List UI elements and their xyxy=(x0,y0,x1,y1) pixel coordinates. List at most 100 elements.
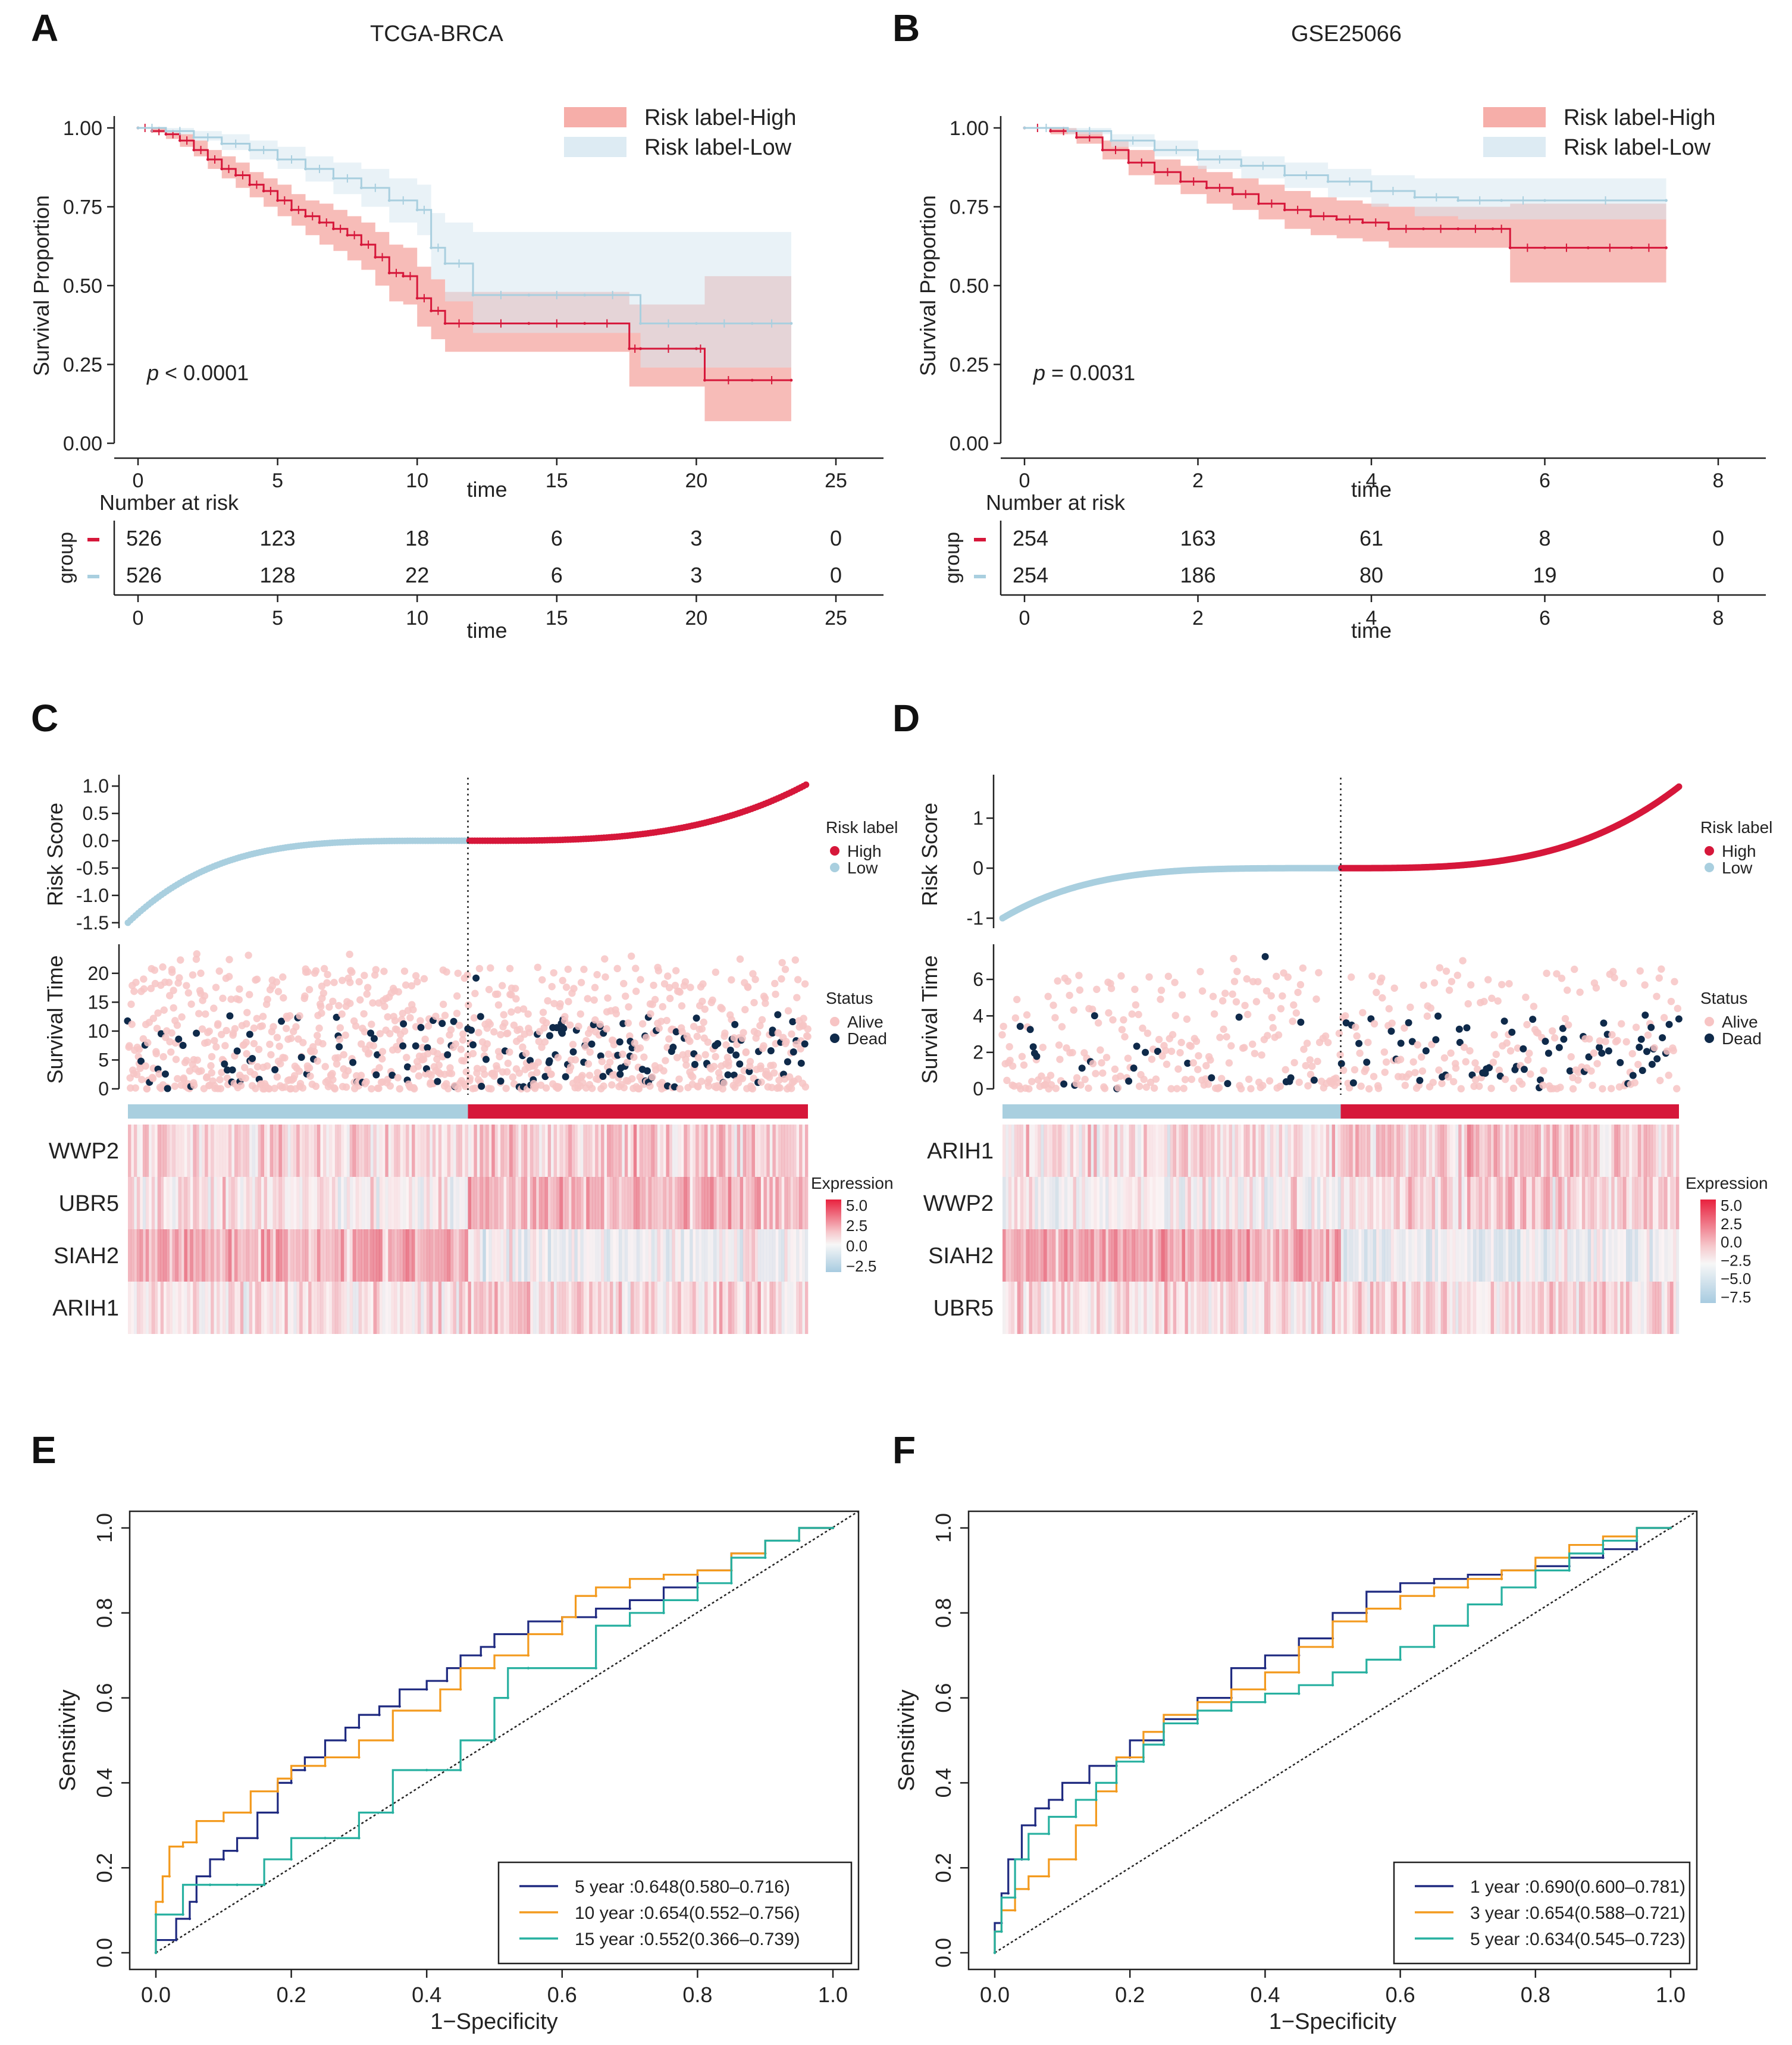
heatmap-cell xyxy=(604,1229,607,1282)
heatmap-cell xyxy=(675,1177,678,1229)
heatmap-cell xyxy=(660,1229,663,1282)
heatmap-cell xyxy=(527,1229,531,1282)
heatmap-cell xyxy=(728,1125,732,1177)
heatmap-cell xyxy=(468,1125,471,1177)
heatmap-cell xyxy=(311,1229,315,1282)
survival-point-alive xyxy=(135,1045,143,1053)
survival-point-alive xyxy=(452,1040,460,1048)
heatmap-cell xyxy=(1085,1125,1088,1177)
heatmap-cell xyxy=(202,1229,205,1282)
survival-point-dead xyxy=(1566,1067,1574,1075)
heatmap-cell xyxy=(1058,1125,1062,1177)
roc-point-2-0 xyxy=(993,1951,997,1955)
survival-point-alive xyxy=(1146,1078,1155,1086)
survival-point-alive xyxy=(1631,1079,1639,1086)
survival-point-alive xyxy=(1634,1060,1642,1069)
survival-point-alive xyxy=(1567,1053,1575,1061)
survival-point-alive xyxy=(1523,1020,1531,1029)
survival-point-dead xyxy=(1224,1080,1232,1088)
survival-point-dead xyxy=(438,1020,446,1028)
heatmap-cell xyxy=(1358,1229,1361,1282)
heatmap-cell xyxy=(1658,1177,1662,1229)
survival-point-alive xyxy=(212,1043,220,1051)
heatmap-cell xyxy=(1531,1282,1536,1334)
survival-point-alive xyxy=(1543,969,1550,978)
heatmap-cell xyxy=(553,1177,557,1229)
heatmap-cell xyxy=(217,1177,220,1229)
heatmap-cell xyxy=(1446,1229,1450,1282)
heatmap-cell xyxy=(151,1177,155,1229)
heatmap-cell xyxy=(1108,1125,1112,1177)
heatmap-cell xyxy=(1188,1125,1191,1177)
heatmap-cell xyxy=(373,1229,377,1282)
survival-point-alive xyxy=(151,966,159,974)
survival-point-alive xyxy=(274,988,283,995)
heatmap-cell xyxy=(1587,1282,1592,1334)
heatmap-cell xyxy=(1614,1177,1618,1229)
km-point-0-13 xyxy=(1361,221,1364,224)
heatmap-cell xyxy=(1329,1125,1333,1177)
heatmap-cell xyxy=(1017,1125,1021,1177)
survival-point-alive xyxy=(312,967,320,975)
heatmap-cell xyxy=(725,1229,729,1282)
roc-point-0-18 xyxy=(1433,1581,1436,1585)
roc-point-1-13 xyxy=(459,1688,462,1691)
risk-legend-low-marker xyxy=(1705,863,1714,872)
survival-point-alive xyxy=(1276,1082,1284,1090)
km-legend-label-1: Risk label-Low xyxy=(1564,135,1711,160)
roc-point-1-7 xyxy=(276,1790,280,1793)
heatmap-cell xyxy=(211,1177,214,1229)
heatmap-cell xyxy=(577,1282,581,1334)
km-point-1-16 xyxy=(639,322,642,325)
heatmap-cell xyxy=(1011,1177,1015,1229)
heatmap-cell xyxy=(1664,1125,1668,1177)
survival-point-alive xyxy=(519,1043,527,1051)
heatmap-cell xyxy=(1114,1229,1118,1282)
survival-point-alive xyxy=(446,1064,454,1072)
heatmap-cell xyxy=(1461,1125,1465,1177)
heatmap-cell xyxy=(1658,1229,1662,1282)
heatmap-cell xyxy=(1367,1125,1371,1177)
heatmap-row-bg xyxy=(1002,1282,1679,1334)
heatmap-cell xyxy=(1549,1229,1553,1282)
heatmap-cell xyxy=(145,1229,149,1282)
heatmap-cell xyxy=(1340,1125,1344,1177)
heatmap-cell xyxy=(1640,1177,1644,1229)
heatmap-cell xyxy=(1426,1125,1430,1177)
survival-point-alive xyxy=(1145,973,1153,981)
km-ci-band-0 xyxy=(138,128,791,421)
risk-table-cell: 22 xyxy=(405,563,429,587)
heatmap-cell xyxy=(1170,1177,1174,1229)
km-point-0-22 xyxy=(1665,246,1668,249)
survival-point-dead xyxy=(1337,1060,1345,1067)
heatmap-cell xyxy=(453,1229,457,1282)
survival-point-alive xyxy=(606,1058,614,1066)
survival-point-alive xyxy=(631,1039,638,1047)
heatmap-cell xyxy=(1605,1282,1609,1334)
heatmap-cell xyxy=(1593,1177,1597,1229)
survival-point-alive xyxy=(1003,1076,1011,1085)
risk-table-x-title: time xyxy=(1351,618,1392,643)
heatmap-cell xyxy=(436,1177,438,1229)
survival-point-dead xyxy=(1629,1072,1637,1079)
heatmap-cell xyxy=(1623,1125,1627,1177)
heatmap-cell xyxy=(615,1282,619,1334)
heatmap-cell xyxy=(1252,1125,1256,1177)
heatmap-cell xyxy=(1411,1229,1415,1282)
heatmap-cell xyxy=(802,1282,806,1334)
survival-point-alive xyxy=(273,1073,281,1081)
survival-point-alive xyxy=(193,1056,201,1064)
survival-point-alive xyxy=(770,1069,778,1077)
heatmap-cell xyxy=(305,1282,309,1334)
heatmap-cell xyxy=(237,1177,240,1229)
heatmap-cell xyxy=(713,1177,717,1229)
heatmap-cell xyxy=(1475,1229,1480,1282)
survival-point-alive xyxy=(151,979,159,988)
heatmap-cell xyxy=(1593,1229,1597,1282)
survival-point-alive xyxy=(1155,1035,1163,1044)
survival-point-alive xyxy=(1248,1040,1257,1048)
survival-point-alive xyxy=(776,1084,784,1092)
heatmap-cell xyxy=(1655,1125,1659,1177)
risk-legend-high-marker xyxy=(830,846,839,856)
heatmap-cell xyxy=(1182,1282,1185,1334)
